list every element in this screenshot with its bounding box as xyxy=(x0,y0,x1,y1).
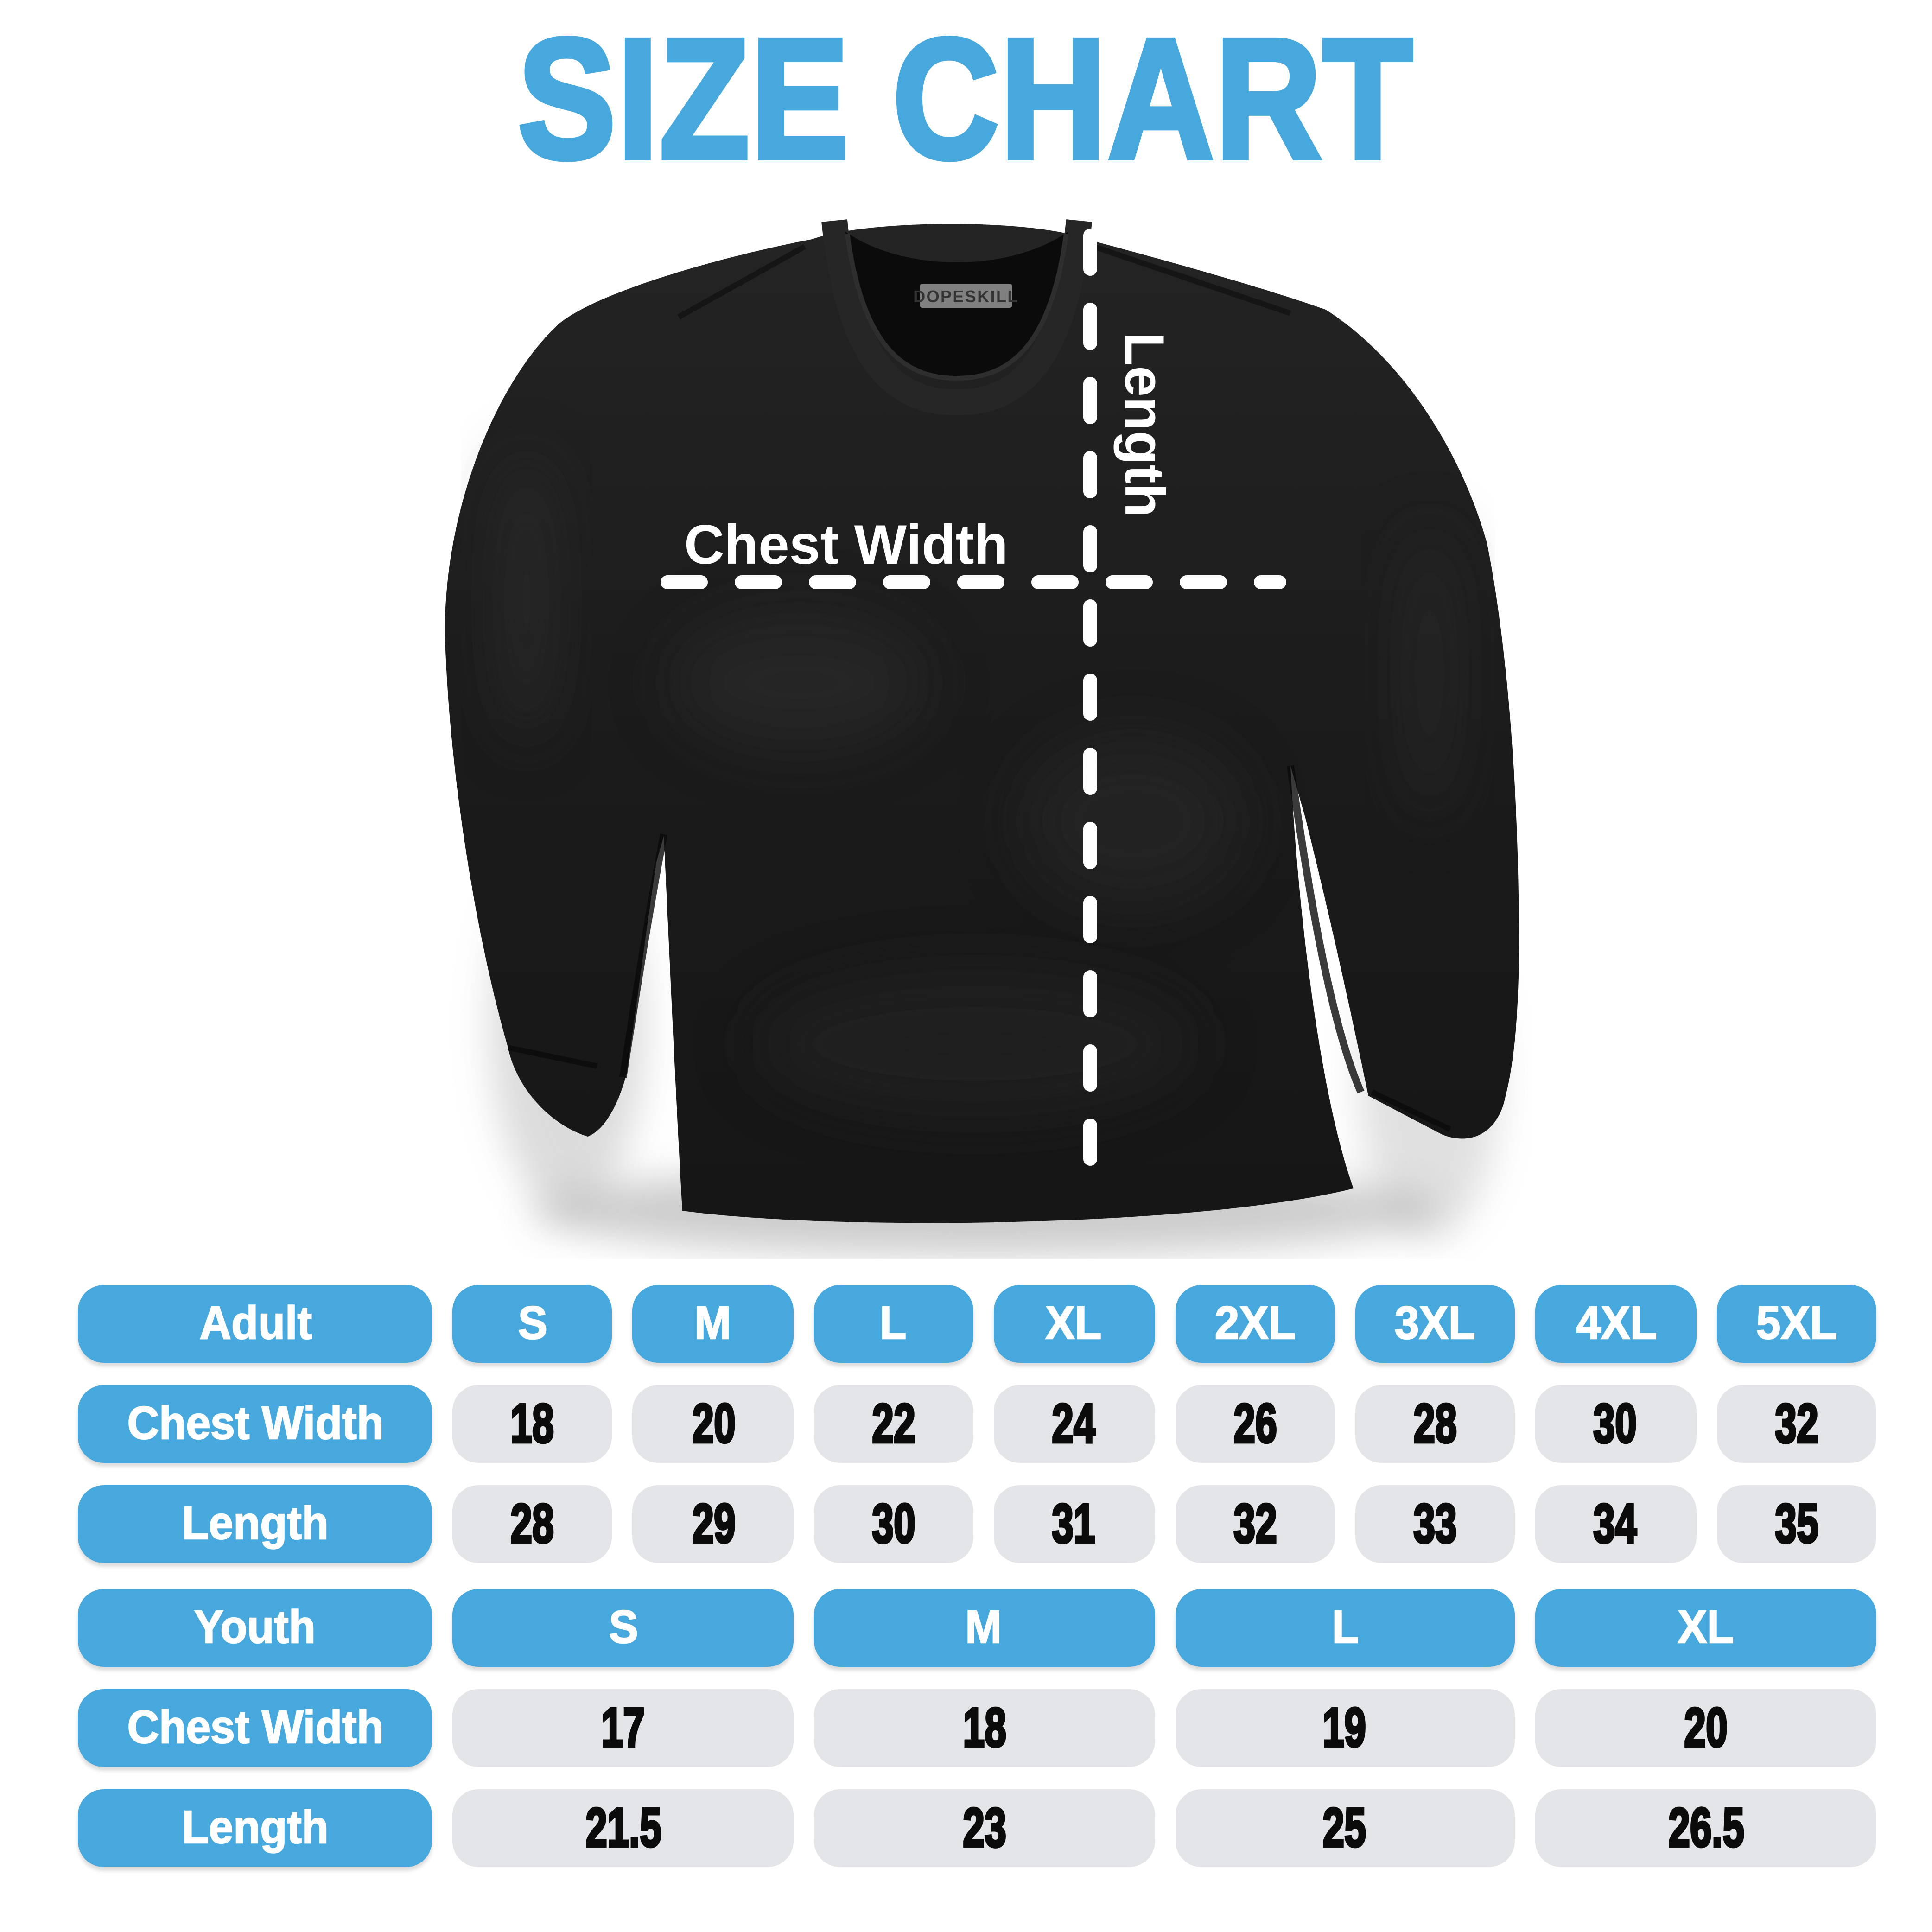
youth-size-pill-l: L xyxy=(1175,1589,1515,1667)
adult-length-value-pill-xl: 31 xyxy=(994,1485,1154,1563)
adult-length-value-pill-s: 28 xyxy=(452,1485,613,1563)
youth-chest-width-value-pill-xl: 20 xyxy=(1536,1689,1876,1767)
youth-size-pill-m: M xyxy=(813,1589,1154,1667)
adult-chest-width-value-pill-m: 20 xyxy=(633,1385,793,1463)
adult-size-pill-2xl: 2XL xyxy=(1175,1285,1335,1363)
shirt-body xyxy=(445,224,1519,1223)
youth-category-pill: Youth xyxy=(78,1589,432,1667)
adult-length-label-pill: Length xyxy=(78,1485,432,1563)
adult-chest-width-value-pill-2xl: 26 xyxy=(1175,1385,1335,1463)
youth-size-pill-xl: XL xyxy=(1536,1589,1876,1667)
adult-size-pill-m: M xyxy=(633,1285,793,1363)
adult-chest-width-value-pill-5xl: 32 xyxy=(1716,1385,1876,1463)
chest-width-label: Chest Width xyxy=(684,514,1008,576)
youth-length-value-pill-xl: 26.5 xyxy=(1536,1789,1876,1867)
shirt-diagram: DOPESKILL Length Chest Width xyxy=(419,210,1532,1259)
adult-length-value-pill-m: 29 xyxy=(633,1485,793,1563)
adult-size-pill-l: L xyxy=(813,1285,974,1363)
youth-length-value-pill-s: 21.5 xyxy=(452,1789,793,1867)
adult-chest-width-value-pill-xl: 24 xyxy=(994,1385,1154,1463)
adult-length-value-pill-2xl: 32 xyxy=(1175,1485,1335,1563)
adult-chest-width-label-pill: Chest Width xyxy=(78,1385,432,1463)
adult-chest-width-value-pill-s: 18 xyxy=(452,1385,613,1463)
brand-tag-label: DOPESKILL xyxy=(913,287,1019,306)
youth-chest-width-value-pill-m: 18 xyxy=(813,1689,1154,1767)
youth-chest-width-label-pill: Chest Width xyxy=(78,1689,432,1767)
adult-size-table: Adult S M L XL 2XL 3XL 4XL 5XL Chest Width 18 20 22 2… xyxy=(78,1285,1876,1563)
adult-size-pill-5xl: 5XL xyxy=(1716,1285,1876,1363)
adult-size-pill-4xl: 4XL xyxy=(1536,1285,1696,1363)
adult-size-pill-3xl: 3XL xyxy=(1355,1285,1515,1363)
youth-size-pill-s: S xyxy=(452,1589,793,1667)
youth-length-label-pill: Length xyxy=(78,1789,432,1867)
brand-tag: DOPESKILL xyxy=(913,284,1019,308)
adult-chest-width-value-pill-4xl: 30 xyxy=(1536,1385,1696,1463)
page-title: SIZE CHART xyxy=(515,6,1415,195)
length-label: Length xyxy=(1113,332,1176,517)
adult-length-value-pill-4xl: 34 xyxy=(1536,1485,1696,1563)
youth-chest-width-value-pill-s: 17 xyxy=(452,1689,793,1767)
adult-category-pill: Adult xyxy=(78,1285,432,1363)
youth-size-table: Youth S M L XL Chest Width 17 18 19 20 Length 21.5 2… xyxy=(78,1589,1876,1867)
adult-chest-width-value-pill-l: 22 xyxy=(813,1385,974,1463)
adult-chest-width-value-pill-3xl: 28 xyxy=(1355,1385,1515,1463)
youth-length-value-pill-l: 25 xyxy=(1175,1789,1515,1867)
shirt-image: DOPESKILL Length Chest Width xyxy=(445,219,1519,1255)
youth-chest-width-value-pill-l: 19 xyxy=(1175,1689,1515,1767)
adult-length-value-pill-5xl: 35 xyxy=(1716,1485,1876,1563)
adult-length-value-pill-l: 30 xyxy=(813,1485,974,1563)
youth-length-value-pill-m: 23 xyxy=(813,1789,1154,1867)
adult-length-value-pill-3xl: 33 xyxy=(1355,1485,1515,1563)
adult-size-pill-xl: XL xyxy=(994,1285,1154,1363)
adult-size-pill-s: S xyxy=(452,1285,613,1363)
